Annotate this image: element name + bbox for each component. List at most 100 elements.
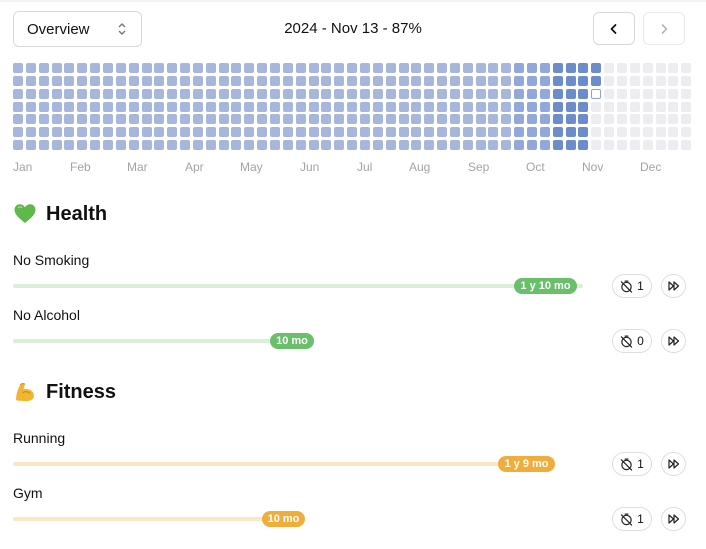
heatmap-cell [192,88,203,99]
heatmap-cell [321,75,332,86]
heatmap-cell [539,114,550,125]
heatmap-cell [629,88,640,99]
view-select[interactable]: Overview [13,11,142,47]
heatmap-cell [501,114,512,125]
heatmap-cell [668,140,679,151]
reset-count-button[interactable]: 1 [612,274,652,298]
month-label: Nov [582,160,604,174]
heatmap-cell [629,63,640,73]
heatmap-cell [565,63,576,73]
heatmap-cell [501,101,512,112]
heatmap-cell [334,127,345,138]
heatmap-cell [115,101,126,112]
heatmap-cell [616,88,627,99]
habit-progress-track [13,339,303,343]
heatmap-cell [13,101,23,112]
heatmap-cell [591,75,602,86]
heatmap-cell [437,75,448,86]
fast-forward-button[interactable] [661,274,686,298]
heatmap-cell [385,88,396,99]
heatmap-cell [424,88,435,99]
heatmap-cell [424,101,435,112]
heatmap-cell [218,114,229,125]
heatmap-cell [616,101,627,112]
heatmap-cell [77,75,88,86]
heatmap-cell [282,101,293,112]
heatmap-cell [385,140,396,151]
heatmap-cell [38,127,49,138]
heatmap-cell [475,101,486,112]
heatmap-cell [90,101,101,112]
heatmap-cell [347,140,358,151]
no-timer-icon [620,280,633,293]
heatmap-cell [527,63,537,73]
heatmap-cell [527,114,537,125]
heatmap-cell [668,88,679,99]
heatmap-cell [295,140,306,151]
heatmap-cell [295,127,306,138]
heatmap-cell [449,101,460,112]
heatmap-cell [141,75,152,86]
heatmap-cell [64,75,75,86]
green-heart-icon [14,204,36,223]
view-select-value: Overview [27,20,90,38]
heatmap-cell [13,140,23,151]
heatmap-cell [308,140,319,151]
heatmap-cell [13,114,23,125]
heatmap-cell [411,127,422,138]
fast-forward-icon [667,281,679,291]
heatmap-cell [604,114,615,125]
heatmap-cell [565,88,576,99]
heatmap-cell [475,75,486,86]
chevron-up-down-icon [118,23,126,35]
heatmap-cell [462,88,473,99]
heatmap-cell [501,140,512,151]
year-heatmap [0,0,706,160]
heatmap-cell [437,63,448,73]
heatmap-cell [462,63,473,73]
heatmap-cell [604,63,615,73]
heatmap-cell [642,101,653,112]
heatmap-cell [642,63,653,73]
heatmap-cell [488,140,499,151]
section-title-text: Health [46,202,108,225]
fast-forward-button[interactable] [661,507,686,531]
heatmap-cell [244,101,255,112]
next-button[interactable] [643,12,685,45]
heatmap-cell [578,63,589,73]
heatmap-cell [205,88,216,99]
heatmap-cell [591,63,602,73]
section-title-fitness: Fitness [13,380,116,404]
heatmap-cell [141,63,152,73]
fast-forward-button[interactable] [661,329,686,353]
heatmap-cell [128,101,139,112]
heatmap-cell [231,63,242,73]
heatmap-cell [115,127,126,138]
heatmap-cell [437,88,448,99]
heatmap-cell [488,127,499,138]
heatmap-cell [128,127,139,138]
heatmap-cell [231,114,242,125]
heatmap-cell [411,101,422,112]
heatmap-cell [77,114,88,125]
heatmap-cell [372,75,383,86]
heatmap-cell [591,127,602,138]
heatmap-cell [514,101,525,112]
fast-forward-button[interactable] [661,452,686,476]
previous-button[interactable] [593,12,635,45]
heatmap-cell [616,127,627,138]
heatmap-cell [192,75,203,86]
heatmap-cell [539,101,550,112]
section-title-text: Fitness [46,380,117,403]
fast-forward-icon [667,336,679,346]
heatmap-cell [437,114,448,125]
reset-count-button[interactable]: 1 [612,507,652,531]
heatmap-cell [295,101,306,112]
reset-count-button[interactable]: 1 [612,452,652,476]
reset-count-button[interactable]: 0 [612,329,652,353]
heatmap-cell [64,88,75,99]
heatmap-cell [115,88,126,99]
heatmap-cell [128,63,139,73]
month-label: Sep [468,160,490,174]
heatmap-cell [180,75,191,86]
